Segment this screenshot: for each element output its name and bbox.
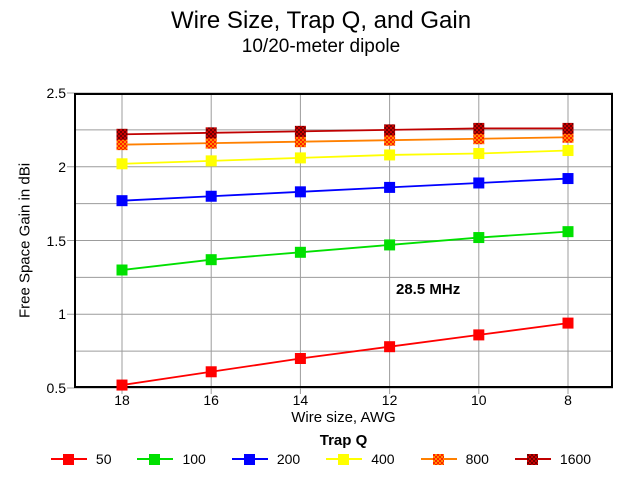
legend-item-label: 200 [276, 451, 301, 467]
legend-title: Trap Q [319, 432, 368, 449]
y-tick-label: 2 [58, 158, 66, 175]
data-marker-q200 [384, 181, 396, 193]
data-marker-q1600 [473, 122, 485, 134]
legend-marker [526, 453, 538, 465]
data-marker-q50 [384, 341, 396, 353]
data-marker-q200 [205, 190, 217, 202]
legend-item-q50: 50 [50, 451, 112, 467]
legend-item-label: 50 [95, 451, 112, 467]
data-marker-q100 [116, 264, 128, 276]
y-tick-label: 1 [58, 306, 66, 323]
data-marker-q100 [473, 232, 485, 244]
legend-marker [432, 453, 444, 465]
data-marker-q1600 [562, 122, 574, 134]
series-line-q800 [121, 136, 569, 146]
legend-marker-swatch [514, 453, 551, 465]
chart-title: Wire Size, Trap Q, and Gain [170, 7, 472, 34]
legend-marker-swatch [231, 453, 268, 465]
legend-item-label: 1600 [559, 451, 592, 467]
legend-item-label: 100 [182, 451, 206, 467]
data-marker-q800 [384, 134, 396, 146]
legend-item-q400: 400 [326, 451, 395, 467]
legend-marker-swatch [137, 453, 174, 465]
legend-item-label: 400 [371, 451, 395, 467]
series-line-q400 [121, 149, 569, 165]
data-marker-q800 [205, 137, 217, 149]
data-marker-q1600 [294, 125, 306, 137]
legend-marker [338, 453, 350, 465]
y-tick-label: 1.5 [46, 232, 66, 249]
legend-item-label: 800 [465, 451, 489, 467]
x-tick-label: 8 [564, 392, 572, 408]
data-marker-q800 [294, 136, 306, 148]
data-marker-q50 [562, 317, 574, 329]
data-marker-q1600 [205, 127, 217, 139]
y-tick-label: 2.5 [46, 85, 66, 101]
data-marker-q200 [294, 186, 306, 198]
legend-marker [149, 453, 161, 465]
frequency-annotation: 28.5 MHz [396, 281, 461, 298]
legend-marker-swatch [326, 453, 363, 465]
data-marker-q400 [473, 147, 485, 159]
series-line-q50 [121, 322, 569, 386]
data-marker-q50 [116, 379, 128, 391]
series-line-q100 [121, 230, 569, 271]
plot-svg [67, 92, 613, 394]
data-marker-q100 [384, 239, 396, 251]
data-marker-q50 [473, 329, 485, 341]
data-marker-q800 [116, 139, 128, 151]
legend-item-q800: 800 [420, 451, 489, 467]
data-marker-q400 [116, 158, 128, 170]
chart-subtitle: 10/20-meter dipole [241, 36, 401, 57]
data-marker-q100 [205, 254, 217, 266]
legend-marker [62, 453, 74, 465]
data-marker-q1600 [116, 128, 128, 140]
legend: 50 100 200 400 800 1600 [0, 451, 642, 467]
legend-marker-swatch [50, 453, 87, 465]
x-tick-label: 12 [381, 392, 398, 408]
data-marker-q100 [562, 226, 574, 238]
y-tick-label: 0.5 [46, 380, 66, 396]
data-marker-q200 [473, 177, 485, 189]
data-marker-q800 [562, 131, 574, 143]
x-tick-label: 14 [292, 392, 309, 408]
data-marker-q50 [294, 353, 306, 364]
legend-marker [243, 453, 255, 465]
data-marker-q400 [205, 155, 217, 167]
series-line-q200 [121, 177, 569, 202]
x-axis-title: Wire size, AWG [291, 409, 396, 426]
plot-border [74, 93, 613, 388]
legend-item-q200: 200 [231, 451, 301, 467]
data-marker-q1600 [384, 124, 396, 136]
x-tick-label: 18 [114, 392, 130, 408]
plot-area: 28.5 MHz [67, 92, 613, 394]
data-marker-q50 [205, 366, 217, 378]
data-marker-q200 [116, 195, 128, 207]
x-tick-label: 10 [471, 392, 487, 408]
legend-item-q100: 100 [137, 451, 206, 467]
legend-marker-swatch [420, 453, 457, 465]
series-line-q1600 [121, 127, 568, 136]
x-tick-label: 16 [203, 392, 219, 408]
legend-item-q1600: 1600 [514, 451, 592, 467]
data-marker-q400 [384, 149, 396, 161]
data-marker-q200 [562, 173, 574, 185]
data-marker-q100 [294, 246, 306, 258]
data-marker-q400 [562, 145, 574, 157]
data-marker-q800 [473, 133, 485, 145]
data-marker-q400 [294, 152, 306, 164]
